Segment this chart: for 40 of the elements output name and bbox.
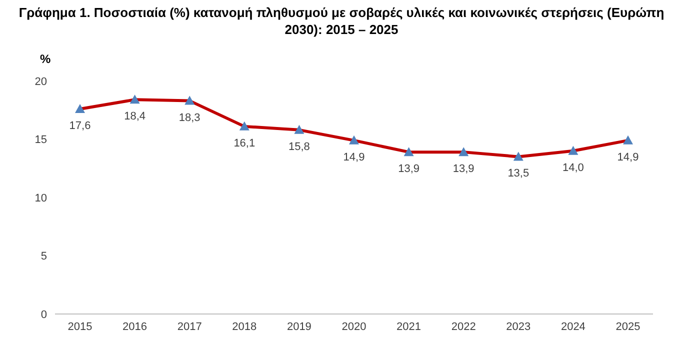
x-tick-label: 2015 [68,320,92,333]
data-label: 18,4 [124,110,146,123]
y-tick-label: 20 [34,76,47,88]
data-label: 13,9 [452,163,474,176]
point [458,147,469,156]
y-tick-label: 5 [40,250,47,263]
data-label: 13,5 [508,168,530,180]
point [623,135,633,144]
y-tick-label: 0 [40,308,47,321]
y-tick-label: 15 [34,134,47,146]
data-label: 14,0 [562,162,584,174]
data-label: 18,3 [178,112,200,124]
point [513,152,524,161]
point [349,135,359,144]
point [75,104,85,113]
point [294,124,304,134]
x-tick-label: 2022 [451,320,476,333]
x-tick-label: 2017 [177,320,202,333]
data-label: 14,9 [617,151,639,164]
x-tick-label: 2020 [342,320,366,333]
data-label: 16,1 [234,137,256,150]
y-axis-title: % [40,52,51,66]
x-tick-label: 2016 [122,320,148,333]
data-label: 14,9 [343,151,365,164]
point [130,94,140,104]
data-label: 15,8 [288,140,310,153]
x-tick-label: 2024 [560,320,586,333]
data-label: 17,6 [69,120,91,132]
data-label: 13,9 [398,163,420,176]
y-tick-label: 10 [34,192,47,204]
chart-title: Γράφημα 1. Ποσοστιαία (%) κατανομή πληθυσμού με σοβαρές υλικές και κοινωνικές στερήσεις (Ευρώπη 2030): 2015 – 2025 [18,4,666,38]
point [239,121,250,130]
point [184,96,195,105]
x-tick-label: 2019 [286,320,312,333]
x-tick-label: 2023 [506,320,531,333]
point [568,146,578,155]
point [404,147,414,156]
x-tick-label: 2018 [232,320,257,333]
x-tick-label: 2025 [616,320,640,333]
x-tick-label: 2021 [396,320,422,333]
